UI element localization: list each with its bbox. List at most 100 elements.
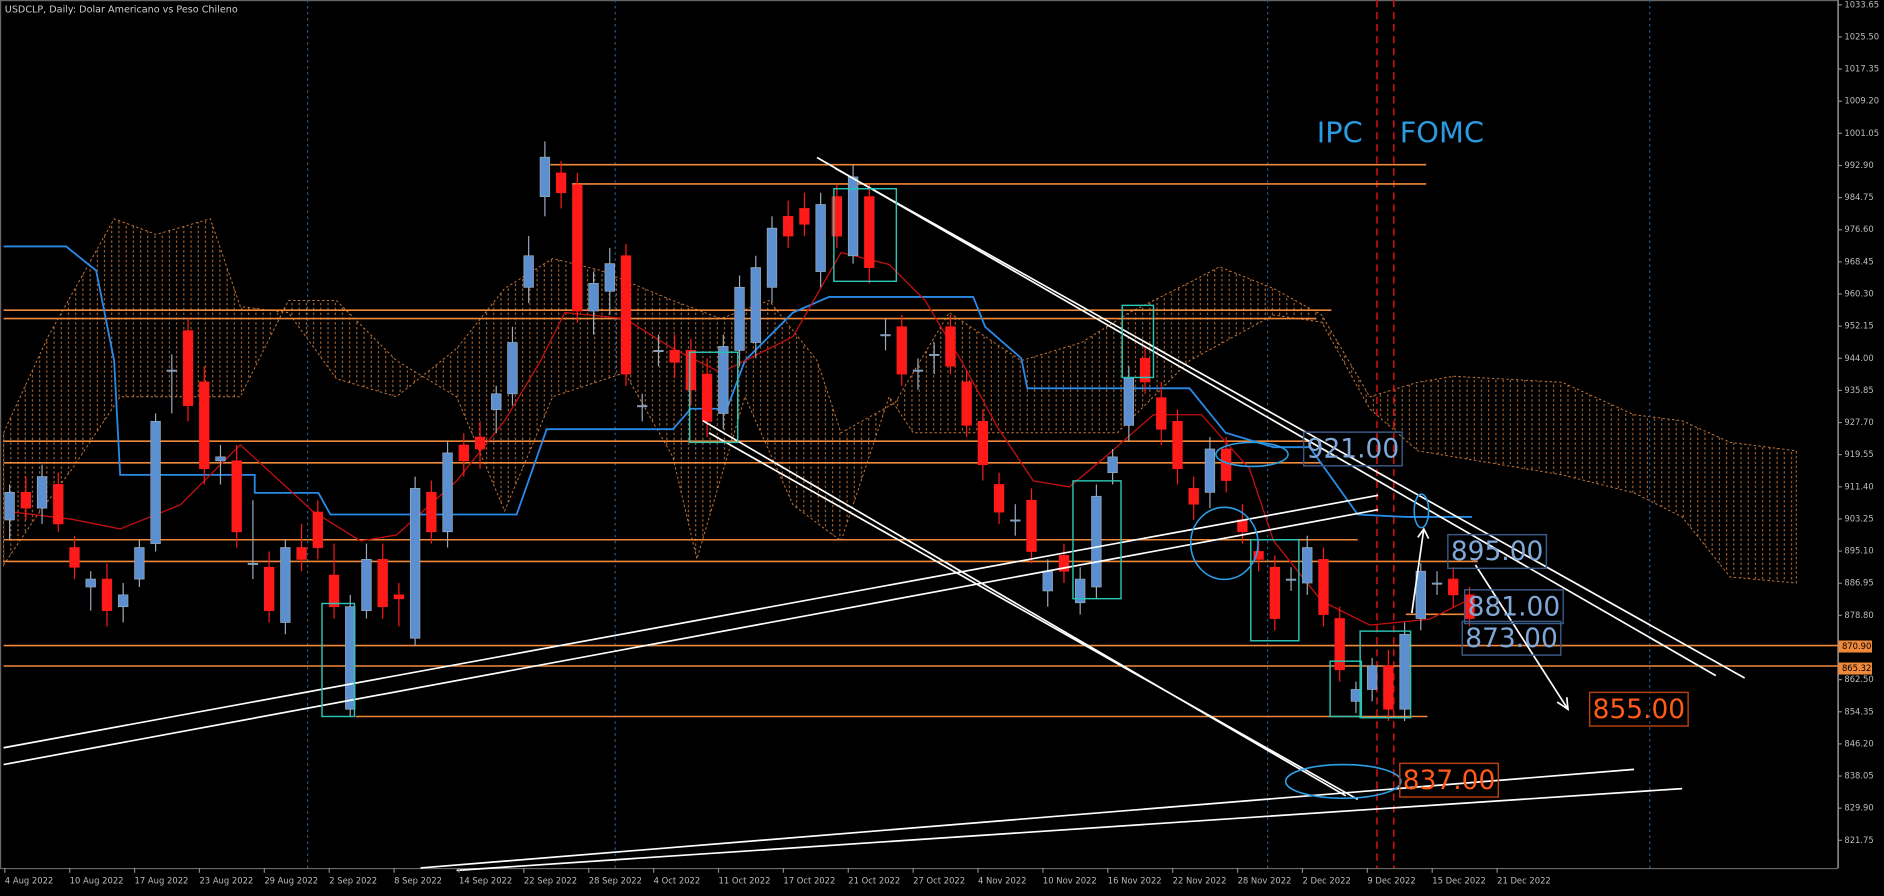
y-tick-label: 1033.65	[1844, 0, 1879, 9]
candle-body	[458, 444, 469, 462]
candle-body	[685, 350, 697, 391]
candle-body	[328, 574, 340, 608]
candle-body	[1010, 519, 1021, 522]
candle-body	[1269, 566, 1280, 619]
x-tick-label: 17 Oct 2022	[783, 876, 835, 886]
kijun-line	[3, 245, 1472, 518]
candle-body	[345, 606, 356, 710]
event-annotation: FOMC	[1400, 116, 1484, 150]
price-label-box	[1461, 620, 1562, 656]
candle-body	[1334, 618, 1345, 671]
candle-body	[1091, 495, 1102, 588]
x-tick-label: 4 Oct 2022	[654, 876, 701, 886]
candle-body	[166, 369, 177, 372]
y-tick-label: 895.10	[1844, 546, 1873, 556]
y-tick-label: 992.90	[1844, 160, 1873, 170]
chart-title: USDCLP, Daily: Dolar Americano vs Peso C…	[5, 5, 238, 16]
candle-body	[864, 196, 875, 268]
candle-body	[896, 326, 907, 375]
y-tick-label: 854.35	[1844, 706, 1873, 716]
x-tick-label: 10 Nov 2022	[1043, 876, 1097, 886]
x-tick-label: 4 Aug 2022	[5, 876, 54, 886]
candle-body	[929, 353, 940, 356]
y-tick-label: 952.15	[1844, 321, 1873, 331]
x-tick-label: 9 Dec 2022	[1367, 876, 1415, 886]
candle-body	[653, 350, 664, 352]
candle-body	[4, 491, 15, 521]
x-tick-label: 22 Sep 2022	[524, 876, 577, 886]
x-tick-label: 28 Nov 2022	[1238, 876, 1292, 886]
candle-body	[604, 263, 615, 292]
candle-body	[101, 578, 113, 611]
event-annotation: IPC	[1317, 116, 1363, 150]
candle-body	[750, 267, 761, 343]
candle-body	[539, 156, 551, 197]
candle-body	[296, 547, 307, 560]
candle-body	[263, 566, 275, 611]
x-tick-label: 27 Oct 2022	[913, 876, 965, 886]
candle-body	[69, 547, 80, 568]
y-tick-label: 1025.50	[1844, 31, 1879, 41]
candle-body	[1026, 499, 1037, 552]
x-tick-label: 2 Dec 2022	[1302, 876, 1350, 886]
candle-body	[1285, 578, 1297, 581]
candle-body	[134, 547, 145, 580]
x-tick-label: 16 Nov 2022	[1108, 876, 1162, 886]
candle-body	[1058, 555, 1070, 572]
candle-body	[669, 350, 680, 363]
y-tick-label: 1001.05	[1844, 128, 1879, 138]
candle-body	[977, 421, 989, 466]
candle-body	[1253, 551, 1264, 560]
candle-body	[523, 255, 534, 288]
candle-body	[1188, 488, 1199, 505]
candle-body	[36, 476, 48, 509]
candle-body	[393, 594, 405, 600]
y-tick-label: 1017.35	[1844, 64, 1879, 74]
candle-body	[215, 456, 226, 462]
price-label-box	[1302, 431, 1403, 467]
candle-body	[555, 172, 567, 194]
candle-body	[880, 334, 891, 337]
candle-body	[231, 460, 242, 533]
candle-body	[766, 227, 778, 288]
candle-body	[20, 491, 31, 509]
x-tick-label: 8 Sep 2022	[394, 876, 442, 886]
candle-body	[1237, 519, 1248, 533]
candle-body	[734, 286, 745, 351]
candle-body	[199, 381, 210, 470]
candle-body	[1204, 448, 1216, 493]
price-label: 873.00	[1465, 623, 1557, 654]
candle-body	[1156, 397, 1167, 430]
horizontal-levels	[3, 163, 1839, 718]
candle-body	[53, 484, 64, 525]
price-label: 837.00	[1403, 765, 1495, 796]
candle-body	[409, 488, 421, 639]
y-tick-label: 911.40	[1844, 481, 1873, 491]
candle-body	[637, 405, 648, 408]
candle-body	[426, 491, 437, 533]
candle-body	[1139, 357, 1151, 383]
x-tick-label: 4 Nov 2022	[978, 876, 1026, 886]
y-tick-label: 944.00	[1844, 353, 1873, 363]
y-tick-label: 976.60	[1844, 224, 1873, 234]
candle-body	[701, 373, 713, 422]
candle-body	[361, 559, 372, 611]
candle-body	[1431, 582, 1443, 585]
candle-body	[491, 393, 502, 410]
price-label: 921.00	[1307, 434, 1399, 465]
candle-body	[572, 184, 583, 312]
candle-body	[718, 346, 729, 414]
candle-body	[182, 330, 194, 406]
y-tick-label: 886.95	[1844, 578, 1873, 588]
candle-body	[280, 547, 291, 623]
x-tick-label: 29 Aug 2022	[264, 876, 318, 886]
candle-body	[1399, 633, 1410, 710]
y-tick-label: 960.30	[1844, 289, 1873, 299]
y-tick-label: 838.05	[1844, 771, 1873, 781]
candle-body	[1220, 448, 1232, 481]
price-label: 881.00	[1468, 591, 1560, 622]
event-lines	[1376, 0, 1395, 868]
x-tick-label: 17 Aug 2022	[135, 876, 189, 886]
y-tick-label: 862.50	[1844, 674, 1873, 684]
